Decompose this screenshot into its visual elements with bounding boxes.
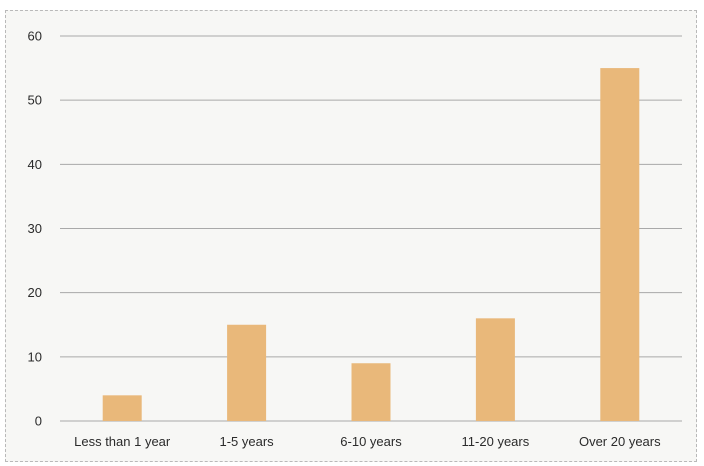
bar-4 [600, 68, 640, 421]
bar-0 [102, 395, 142, 421]
x-category-label-2: 6-10 years [340, 434, 402, 449]
y-tick-label-10: 10 [28, 349, 42, 364]
bar-2 [351, 363, 391, 421]
chart-frame [5, 10, 697, 462]
bar-1 [227, 324, 267, 421]
x-category-label-3: 11-20 years [462, 434, 530, 449]
y-tick-label-60: 60 [28, 29, 42, 44]
y-tick-label-50: 50 [28, 93, 42, 108]
bar-3 [475, 318, 515, 421]
y-tick-label-0: 0 [35, 414, 42, 429]
y-tick-label-30: 30 [28, 221, 42, 236]
x-category-label-1: 1-5 years [219, 434, 274, 449]
y-tick-label-20: 20 [28, 285, 42, 300]
y-tick-label-40: 40 [28, 157, 42, 172]
x-category-label-0: Less than 1 year [74, 434, 171, 449]
x-category-label-4: Over 20 years [579, 434, 661, 449]
